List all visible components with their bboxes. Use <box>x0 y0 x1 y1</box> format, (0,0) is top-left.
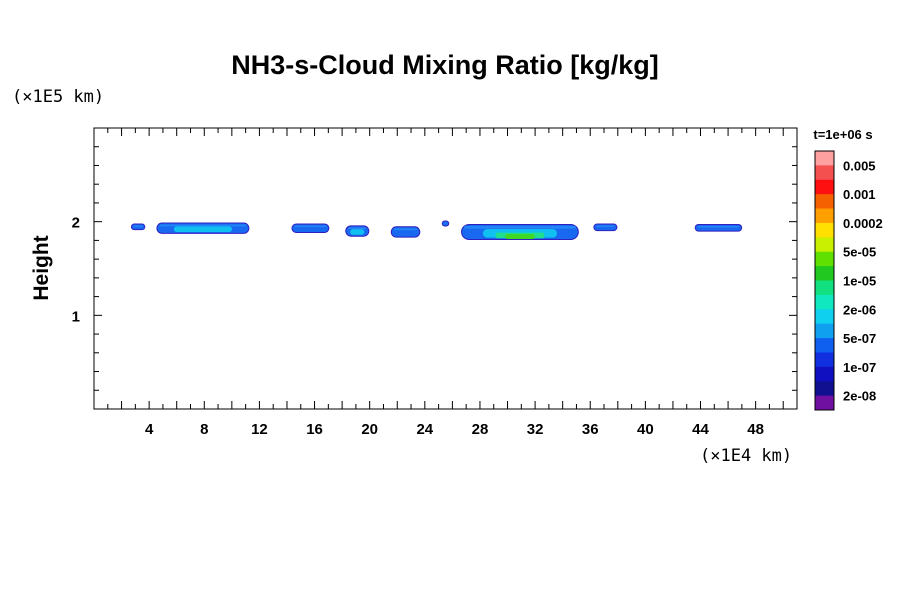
colorbar-swatch <box>815 280 834 296</box>
cloud-patch <box>156 222 250 234</box>
colorbar-swatch <box>815 266 834 281</box>
x-tick-label: 4 <box>145 421 154 438</box>
colorbar-label: 5e-05 <box>843 245 876 260</box>
colorbar-swatch <box>815 381 834 397</box>
colorbar-swatch <box>815 251 834 267</box>
colorbar-label: 0.001 <box>843 187 876 202</box>
x-tick-label: 36 <box>582 421 599 438</box>
colorbar-swatch <box>815 395 834 411</box>
colorbar-swatch <box>815 222 834 238</box>
cloud-patch <box>130 223 146 231</box>
y-tick-label: 2 <box>72 215 80 232</box>
cloud-body <box>695 224 742 231</box>
cloud-core <box>350 229 365 235</box>
colorbar-swatch <box>815 366 834 382</box>
colorbar-swatch <box>815 208 834 224</box>
chart-title: NH3-s-Cloud Mixing Ratio [kg/kg] <box>231 50 659 80</box>
x-tick-label: 24 <box>416 421 433 438</box>
y-axis-unit: (×1E5 km) <box>12 87 104 107</box>
cloud-rim <box>697 225 740 228</box>
plot-frame <box>93 127 798 410</box>
colorbar-swatch <box>815 237 834 253</box>
colorbar-swatch <box>815 352 834 368</box>
x-tick-label: 12 <box>251 421 268 438</box>
x-tick-label: 8 <box>200 421 208 438</box>
colorbar-label: 1e-07 <box>843 360 876 375</box>
x-axis-unit: (×1E4 km) <box>700 446 792 466</box>
cloud-rim <box>464 225 576 229</box>
x-tick-label: 48 <box>747 421 764 438</box>
cloud-patch <box>461 223 579 240</box>
colorbar-label: 0.0002 <box>843 216 883 231</box>
colorbar-swatch <box>815 323 834 339</box>
colorbar-swatch <box>815 179 834 195</box>
cloud-patch <box>593 223 618 232</box>
cloud-body <box>594 224 617 231</box>
cloud-core-max <box>505 234 535 239</box>
y-axis-label: Height <box>30 235 53 300</box>
cloud-layer <box>130 220 743 240</box>
colorbar-swatch <box>815 338 834 353</box>
colorbar-label: 5e-07 <box>843 331 876 346</box>
cloud-core <box>173 226 233 232</box>
cloud-rim <box>444 222 447 225</box>
x-tick-label: 16 <box>306 421 323 438</box>
cloud-patch <box>441 220 450 227</box>
cloud-rim <box>133 225 143 227</box>
colorbar-label: 0.005 <box>843 158 876 173</box>
colorbar-frame <box>814 150 835 411</box>
cloud-patch <box>345 225 370 237</box>
colorbar-label: 1e-05 <box>843 274 876 289</box>
x-tick-label: 32 <box>527 421 544 438</box>
x-tick-label: 40 <box>637 421 654 438</box>
x-tick-label: 28 <box>472 421 489 438</box>
cloud-rim <box>596 225 615 227</box>
y-tick-label: 1 <box>72 308 80 325</box>
cloud-patch <box>390 226 421 238</box>
colorbar-swatch <box>815 151 834 166</box>
colorbar-label: 2e-08 <box>843 389 876 404</box>
cloud-rim <box>348 227 367 230</box>
colorbar-swatch <box>815 165 834 181</box>
x-tick-label: 44 <box>692 421 709 438</box>
colorbar-title: t=1e+06 s <box>813 127 872 142</box>
cloud-rim <box>159 224 247 227</box>
colorbar: 0.005 0.001 0.0002 5e-05 1e-05 2e-06 5e-07 1e-0… <box>814 150 883 411</box>
x-tick-label: 20 <box>361 421 378 438</box>
cloud-rim <box>294 225 327 227</box>
colorbar-swatch <box>815 309 834 325</box>
cloud-patch <box>694 223 743 232</box>
colorbar-label: 2e-06 <box>843 302 876 317</box>
cloud-rim <box>393 228 418 231</box>
colorbar-swatch <box>815 294 834 310</box>
colorbar-swatch <box>815 194 834 209</box>
cloud-patch <box>291 223 330 233</box>
